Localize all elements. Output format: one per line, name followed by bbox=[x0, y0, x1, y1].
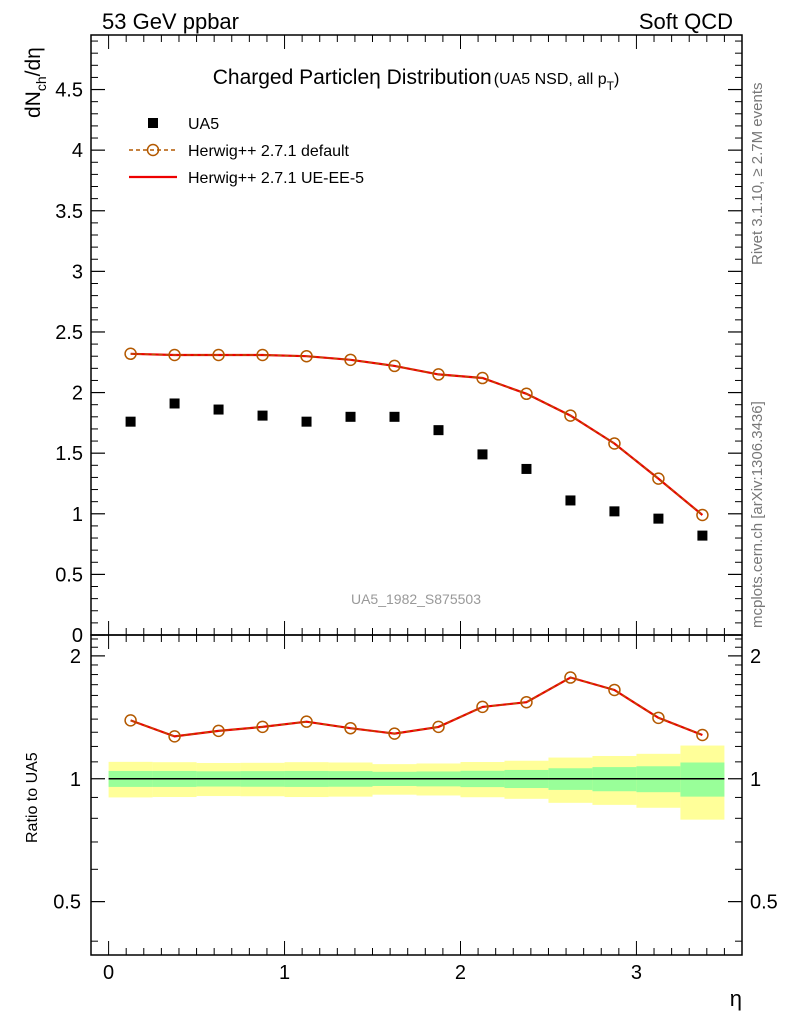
ua5-point bbox=[697, 530, 708, 541]
x-tick-label: 1 bbox=[279, 962, 290, 984]
ratio-default-point bbox=[608, 683, 621, 697]
ratio-default-point bbox=[388, 727, 401, 740]
chart-subtitle-sub: T bbox=[607, 79, 615, 93]
default-point bbox=[124, 347, 137, 361]
chart-subtitle: (UA5 NSD, all p bbox=[494, 71, 607, 88]
main-y-tick-label: 1.5 bbox=[55, 443, 83, 465]
ratio-default-point bbox=[520, 695, 533, 709]
mcplots-side-label: mcplots.cern.ch [arXiv:1306.3436] bbox=[749, 401, 766, 628]
ua5-point bbox=[125, 416, 136, 427]
default-point bbox=[300, 349, 313, 363]
y-axis-label-end: /dη bbox=[22, 47, 45, 76]
ua5-point bbox=[389, 411, 400, 422]
ua5-point bbox=[653, 513, 664, 524]
ratio-y-tick-label-left: 1 bbox=[70, 769, 81, 791]
ua5-point bbox=[433, 425, 444, 436]
uncertainty-band-inner bbox=[680, 762, 725, 797]
ratio-default-point bbox=[344, 721, 357, 735]
ratio-default-point bbox=[564, 671, 577, 684]
main-y-tick-label: 3.5 bbox=[55, 201, 83, 223]
x-axis-label: η bbox=[730, 986, 742, 1011]
main-y-tick-label: 3 bbox=[72, 261, 83, 283]
ratio-y-tick-label-right: 1 bbox=[750, 769, 761, 791]
y-axis-label: dNch/dη bbox=[22, 47, 49, 118]
ratio-line-ueee5 bbox=[130, 676, 703, 738]
ua5-point bbox=[345, 411, 356, 422]
ua5-point bbox=[213, 404, 224, 415]
legend-label-default: Herwig++ 2.7.1 default bbox=[188, 143, 350, 160]
series-line-default bbox=[130, 353, 703, 516]
ratio-default-point bbox=[168, 730, 181, 743]
ratio-default-point bbox=[432, 720, 445, 734]
legend: UA5 Herwig++ 2.7.1 default Herwig++ 2.7.… bbox=[129, 116, 364, 187]
ratio-y-tick-label-left: 0.5 bbox=[53, 892, 81, 914]
default-point bbox=[652, 472, 665, 485]
ratio-series-layer bbox=[108, 671, 725, 820]
ua5-point bbox=[477, 449, 488, 460]
y-axis-label-main: dN bbox=[22, 91, 45, 118]
ratio-default-point bbox=[212, 724, 225, 738]
main-y-tick-label: 0 bbox=[72, 625, 83, 647]
default-point bbox=[388, 359, 401, 373]
ua5-point bbox=[169, 398, 180, 409]
default-point bbox=[432, 368, 445, 381]
ua5-point bbox=[565, 495, 576, 506]
ua5-point bbox=[521, 463, 532, 474]
main-y-tick-label: 4.5 bbox=[55, 80, 83, 102]
chart-title: Charged Particleη Distribution (UA5 NSD, … bbox=[213, 66, 620, 93]
header-right: Soft QCD bbox=[639, 9, 733, 34]
default-point bbox=[520, 387, 533, 401]
ratio-default-point bbox=[696, 728, 709, 742]
ratio-default-point bbox=[476, 700, 489, 714]
main-y-tick-label: 1 bbox=[72, 504, 83, 526]
series-line-ueee5 bbox=[130, 352, 704, 516]
default-point bbox=[168, 348, 181, 362]
ratio-line-default bbox=[130, 676, 703, 738]
chart-subtitle-end: ) bbox=[614, 71, 619, 88]
main-series-layer bbox=[124, 347, 709, 541]
main-y-tick-label: 0.5 bbox=[55, 564, 83, 586]
default-point bbox=[564, 409, 577, 422]
default-point bbox=[696, 508, 709, 522]
ratio-frame bbox=[90, 634, 743, 956]
main-y-tick-label: 2 bbox=[72, 383, 83, 405]
rivet-side-label: Rivet 3.1.10, ≥ 2.7M events bbox=[749, 83, 766, 266]
x-tick-label: 2 bbox=[455, 962, 466, 984]
legend-marker-default bbox=[146, 143, 160, 157]
main-y-tick-label: 2.5 bbox=[55, 322, 83, 344]
ratio-default-point bbox=[124, 714, 137, 727]
ua5-point bbox=[609, 506, 620, 517]
y-axis-label-sub: ch bbox=[33, 76, 49, 91]
ratio-default-point bbox=[652, 711, 665, 725]
default-point bbox=[256, 348, 269, 362]
header-left: 53 GeV ppbar bbox=[102, 9, 239, 34]
legend-marker-ua5 bbox=[148, 118, 158, 128]
default-point bbox=[344, 353, 357, 367]
chart-title-main: Charged Particleη Distribution bbox=[213, 66, 492, 89]
ratio-default-point bbox=[300, 715, 313, 728]
axes-layer: 0 0.5 1 1.5 2 2.5 3 3.5 4 4.5 0 1 2 3 0.5 0.5 1 1 2 2 bbox=[53, 34, 778, 984]
ua5-point bbox=[301, 416, 312, 427]
ratio-y-tick-label-left: 2 bbox=[70, 646, 81, 668]
default-point bbox=[212, 348, 225, 362]
ratio-y-axis-label: Ratio to UA5 bbox=[24, 752, 41, 843]
ratio-y-tick-label-right: 2 bbox=[750, 646, 761, 668]
x-tick-label: 0 bbox=[103, 962, 114, 984]
ratio-default-point bbox=[256, 720, 269, 734]
legend-label-ueee5: Herwig++ 2.7.1 UE-EE-5 bbox=[188, 170, 364, 187]
ua5-point bbox=[257, 410, 268, 421]
ratio-y-tick-label-right: 0.5 bbox=[750, 892, 778, 914]
default-point bbox=[476, 371, 489, 385]
legend-label-ua5: UA5 bbox=[188, 116, 219, 133]
x-tick-label: 3 bbox=[631, 962, 642, 984]
default-point bbox=[608, 437, 621, 450]
main-y-tick-label: 4 bbox=[72, 140, 83, 162]
analysis-label: UA5_1982_S875503 bbox=[351, 591, 481, 607]
